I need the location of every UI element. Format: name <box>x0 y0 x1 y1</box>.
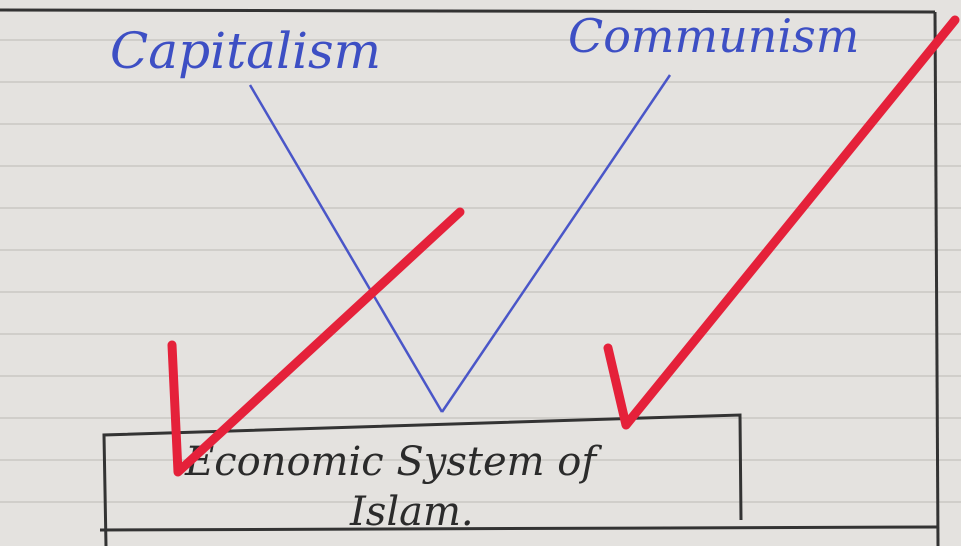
box-text: Economic System of <box>184 439 602 485</box>
label-communism: Communism <box>568 9 859 63</box>
page: Capitalism Communism Economic System of … <box>0 0 961 546</box>
box-text: Islam. <box>349 489 474 535</box>
label-capitalism: Capitalism <box>110 22 381 80</box>
notebook-photo: Capitalism Communism Economic System of … <box>0 0 961 546</box>
